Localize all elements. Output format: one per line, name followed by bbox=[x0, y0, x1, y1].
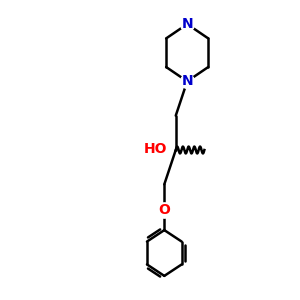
Text: O: O bbox=[158, 203, 170, 217]
Text: HO: HO bbox=[144, 142, 167, 156]
Text: N: N bbox=[182, 17, 193, 31]
Text: N: N bbox=[182, 74, 193, 88]
